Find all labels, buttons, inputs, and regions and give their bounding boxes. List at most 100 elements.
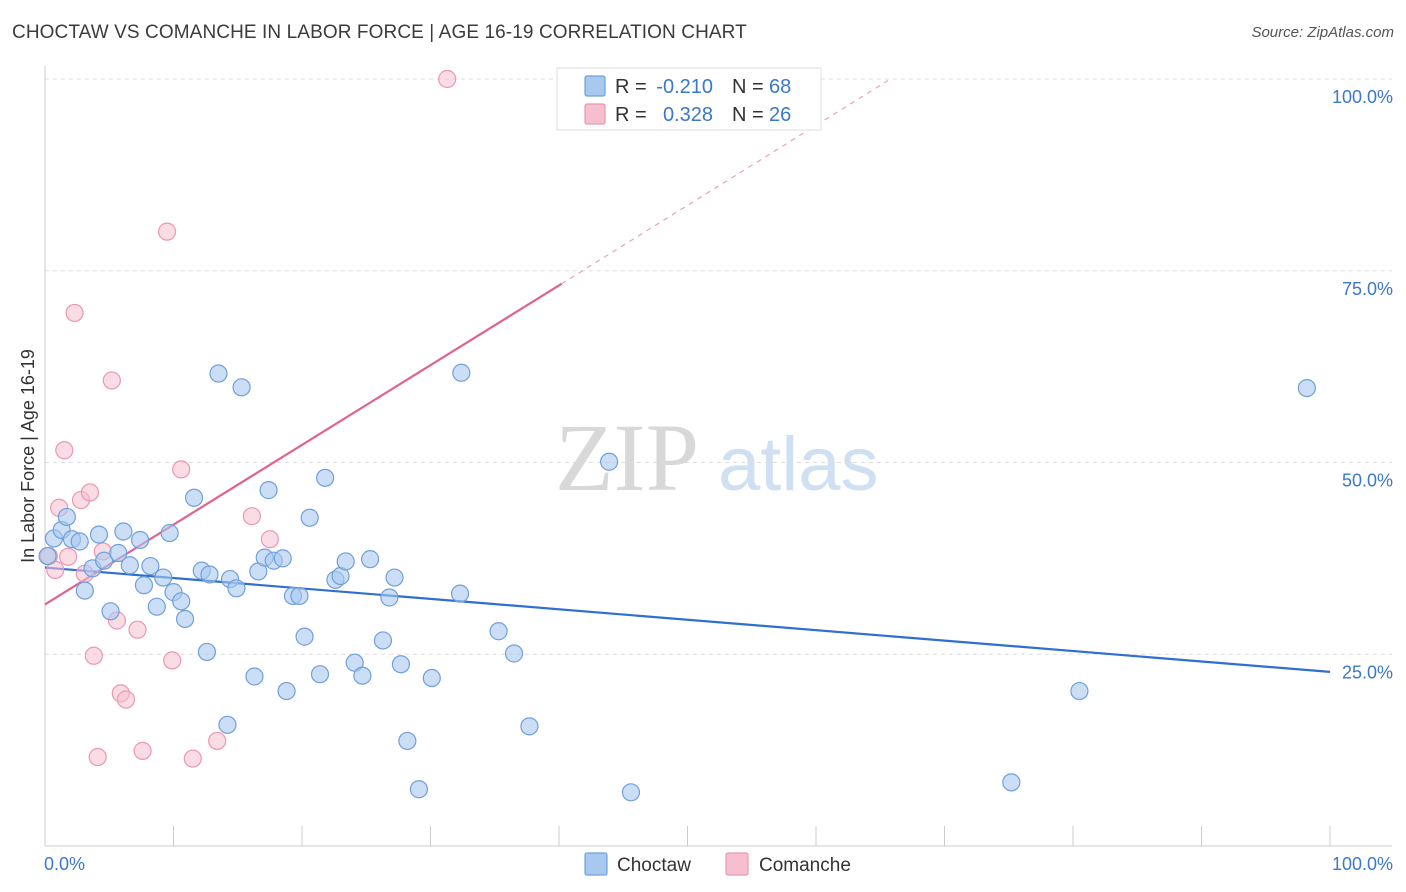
comanche-point	[260, 530, 279, 549]
y-tick-label: 75.0%	[1342, 279, 1393, 299]
choctaw-points	[38, 363, 1316, 802]
choctaw-point	[600, 452, 619, 471]
comanche-point	[84, 646, 103, 665]
choctaw-point	[489, 622, 508, 641]
choctaw-point	[1297, 379, 1316, 398]
comanche-point	[172, 460, 191, 479]
choctaw-point	[295, 627, 314, 646]
comanche-point	[133, 741, 152, 760]
comanche-point	[208, 731, 227, 751]
series-legend: Choctaw Comanche	[584, 852, 851, 876]
legend-n-label-choctaw: N =	[732, 76, 764, 98]
series-label-choctaw: Choctaw	[617, 855, 691, 876]
choctaw-point	[300, 508, 319, 527]
choctaw-point	[504, 644, 524, 663]
choctaw-point	[452, 363, 471, 382]
choctaw-point	[422, 668, 441, 688]
comanche-trend-line	[44, 282, 563, 606]
choctaw-point	[218, 715, 237, 734]
choctaw-point	[450, 584, 470, 603]
choctaw-point	[200, 565, 219, 584]
comanche-point	[59, 547, 78, 566]
comanche-point	[128, 620, 147, 639]
y-axis-title: In Labor Force | Age 16-19	[18, 349, 38, 563]
choctaw-point	[398, 731, 417, 751]
comanche-point	[55, 441, 74, 460]
x-tick-labels: 0.0% 100.0%	[44, 854, 1393, 874]
x-tick-label-min: 0.0%	[44, 854, 85, 874]
comanche-point	[116, 690, 136, 709]
comanche-point	[65, 303, 84, 323]
comanche-point	[163, 651, 182, 670]
choctaw-point	[316, 468, 335, 487]
choctaw-point	[95, 551, 114, 570]
y-tick-label: 50.0%	[1342, 471, 1393, 491]
y-tick-label: 100.0%	[1332, 87, 1393, 107]
choctaw-point	[373, 631, 393, 650]
choctaw-point	[101, 602, 120, 621]
legend-r-value-comanche: 0.328	[663, 104, 713, 126]
comanche-point	[242, 507, 261, 526]
legend-swatch-choctaw	[584, 75, 606, 97]
choctaw-point	[184, 488, 204, 507]
choctaw-point	[310, 665, 330, 684]
choctaw-point	[409, 780, 429, 799]
choctaw-point	[57, 507, 76, 527]
legend-n-value-comanche: 26	[769, 104, 791, 126]
y-tick-labels: 25.0% 50.0% 75.0% 100.0%	[1332, 87, 1393, 682]
choctaw-point	[353, 666, 372, 685]
series-swatch-choctaw	[584, 852, 608, 876]
series-label-comanche: Comanche	[759, 855, 851, 876]
trend-lines	[44, 80, 1331, 673]
choctaw-point	[120, 556, 139, 575]
comanche-point	[438, 69, 457, 89]
axes	[44, 66, 1392, 847]
choctaw-point	[277, 681, 296, 701]
choctaw-point	[290, 586, 309, 606]
choctaw-point	[160, 523, 179, 543]
choctaw-point	[89, 525, 109, 544]
choctaw-point	[154, 568, 173, 587]
comanche-point	[157, 222, 177, 241]
choctaw-point	[197, 642, 217, 662]
choctaw-point	[175, 609, 195, 629]
watermark-zip: ZIP	[555, 404, 699, 511]
choctaw-point	[336, 552, 355, 571]
comanche-trend-extension	[561, 80, 889, 285]
choctaw-point	[172, 592, 191, 611]
choctaw-point	[134, 576, 154, 595]
choctaw-point	[259, 481, 278, 500]
comanche-point	[46, 560, 65, 579]
choctaw-point	[1070, 681, 1089, 701]
y-tick-label: 25.0%	[1342, 662, 1393, 682]
choctaw-point	[1002, 773, 1021, 792]
legend-n-value-choctaw: 68	[769, 76, 791, 98]
source-credit: Source: ZipAtlas.com	[1251, 24, 1394, 41]
correlation-legend: R = -0.210 N = 68 R = 0.328 N = 26	[556, 67, 822, 131]
choctaw-point	[114, 522, 133, 541]
watermark-atlas: atlas	[718, 422, 879, 507]
choctaw-point	[232, 378, 251, 397]
choctaw-point	[141, 556, 160, 576]
choctaw-point	[70, 532, 89, 551]
chart-title: CHOCTAW VS COMANCHE IN LABOR FORCE | AGE…	[12, 22, 747, 43]
comanche-point	[102, 371, 121, 390]
comanche-point	[80, 483, 100, 502]
choctaw-point	[130, 530, 150, 550]
choctaw-point	[380, 588, 399, 607]
x-tick-label-max: 100.0%	[1332, 854, 1393, 874]
legend-n-label-comanche: N =	[732, 104, 764, 126]
choctaw-trend-line	[44, 566, 1331, 673]
choctaw-point	[385, 568, 404, 587]
legend-r-label-comanche: R =	[615, 104, 647, 126]
comanche-point	[88, 747, 107, 767]
series-swatch-comanche	[725, 852, 749, 876]
legend-swatch-comanche	[584, 103, 606, 125]
choctaw-point	[227, 579, 246, 598]
choctaw-point	[209, 364, 228, 383]
choctaw-point	[361, 550, 380, 569]
choctaw-point	[245, 667, 264, 686]
choctaw-point	[520, 717, 539, 736]
legend-r-label-choctaw: R =	[615, 76, 647, 98]
